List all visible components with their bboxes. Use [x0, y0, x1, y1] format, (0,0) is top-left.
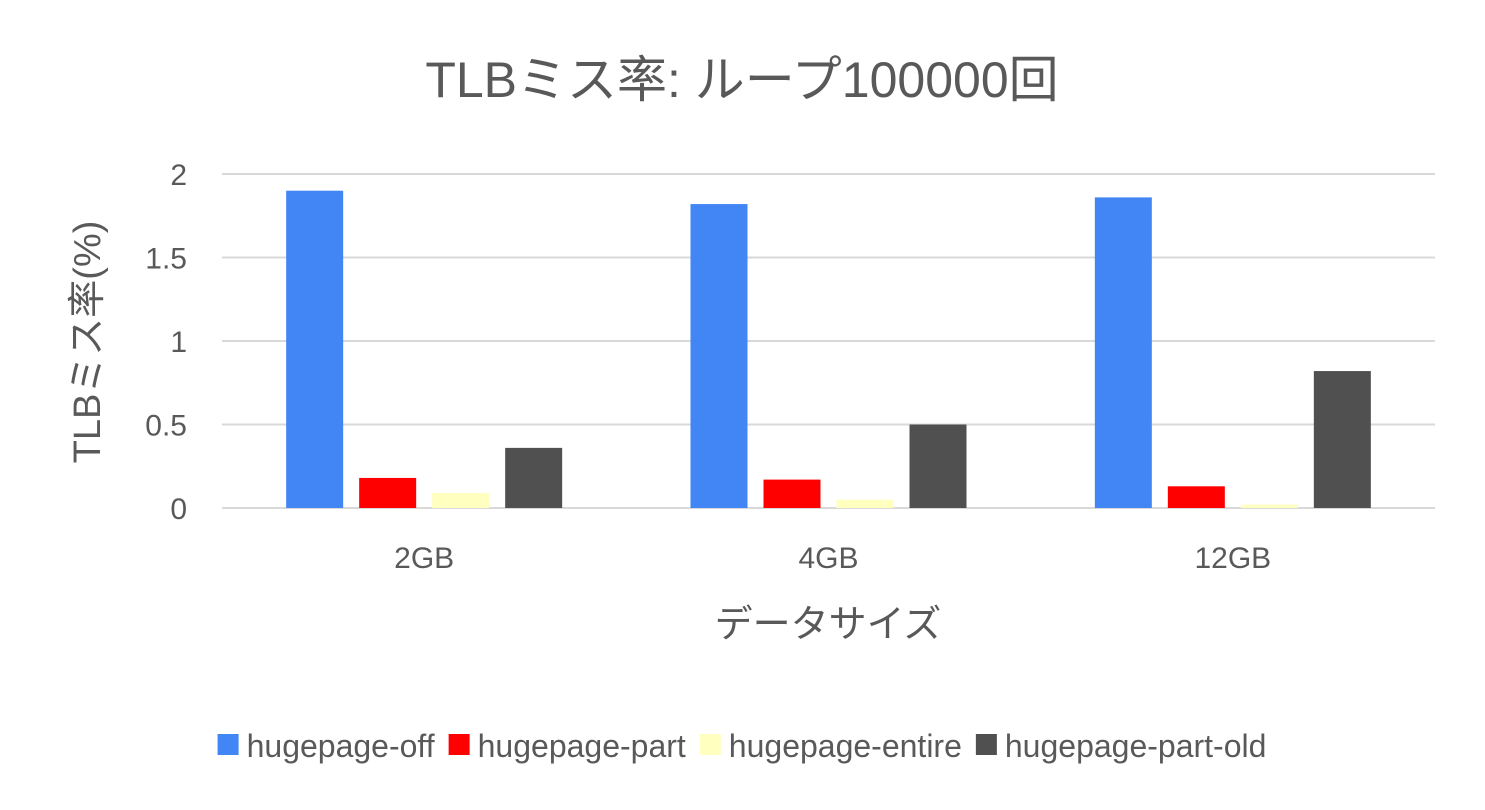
x-axis-title: データサイズ [715, 604, 942, 646]
legend-item: hugepage-part [448, 728, 686, 764]
x-tick-label: 12GB [1194, 542, 1271, 575]
legend-item: hugepage-part-old [975, 728, 1267, 764]
y-tick-label: 0.5 [145, 410, 187, 443]
bar-hugepage-entire-2GB [432, 492, 490, 508]
legend-swatch [975, 734, 997, 755]
chart-title: TLBミス率: ループ100000回 [425, 52, 1058, 108]
bar-hugepage-part-old-2GB [505, 447, 563, 508]
y-tick-label: 2 [170, 159, 187, 192]
legend-label: hugepage-part [478, 728, 686, 764]
bar-hugepage-entire-4GB [836, 499, 894, 508]
bar-hugepage-entire-12GB [1240, 504, 1298, 508]
x-tick-label: 4GB [798, 542, 858, 575]
y-tick-label: 0 [170, 493, 187, 526]
legend-item: hugepage-off [217, 728, 435, 764]
y-tick-label: 1 [170, 326, 187, 359]
y-tick-label: 1.5 [145, 243, 187, 276]
legend-item: hugepage-entire [699, 728, 962, 764]
bar-hugepage-part-old-12GB [1313, 371, 1371, 508]
bar-hugepage-part-12GB [1167, 486, 1225, 508]
bar-hugepage-off-2GB [286, 190, 344, 508]
x-tick-label: 2GB [394, 542, 454, 575]
legend-label: hugepage-off [247, 728, 435, 764]
bar-hugepage-part-4GB [763, 479, 821, 508]
gridlines [222, 173, 1435, 509]
x-axis-ticks: 2GB 4GB 12GB [394, 542, 1271, 575]
bar-hugepage-part-old-4GB [909, 424, 967, 508]
legend: hugepage-off hugepage-part hugepage-entire… [217, 728, 1267, 764]
legend-label: hugepage-entire [729, 728, 962, 764]
legend-swatch [699, 734, 721, 755]
y-axis-ticks: 0 0.5 1 1.5 2 [145, 159, 187, 526]
bar-hugepage-part-2GB [359, 477, 417, 508]
legend-swatch [448, 734, 470, 755]
y-axis-title: TLBミス率(%) [67, 221, 109, 464]
legend-label: hugepage-part-old [1005, 728, 1267, 764]
bar-hugepage-off-12GB [1094, 197, 1152, 508]
legend-swatch [217, 734, 239, 755]
bars [286, 190, 1371, 508]
bar-hugepage-off-4GB [690, 204, 748, 508]
